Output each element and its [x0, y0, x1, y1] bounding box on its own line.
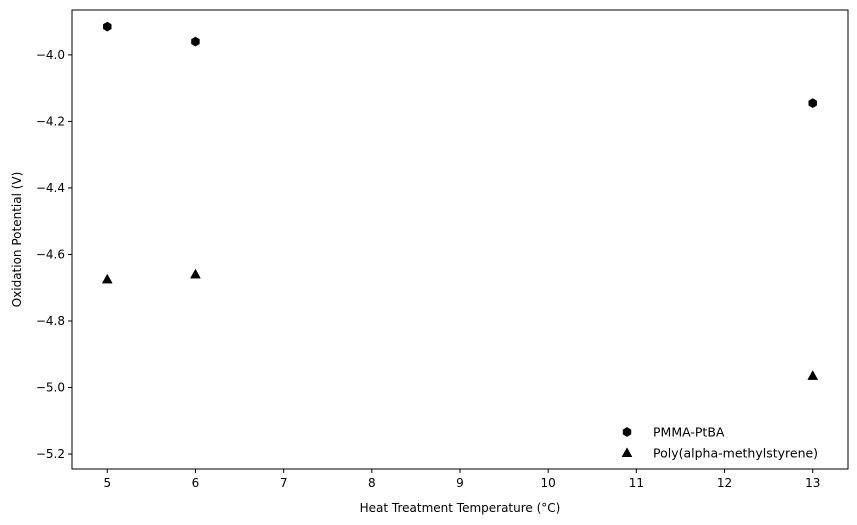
data-point-hexagon: [191, 36, 200, 47]
x-tick-label: 12: [717, 476, 732, 490]
y-tick-label: −5.2: [36, 447, 65, 461]
x-tick-label: 7: [280, 476, 288, 490]
data-point-triangle: [101, 273, 113, 284]
y-tick-label: −4.6: [36, 247, 65, 261]
legend-marker-triangle: [621, 447, 633, 457]
y-tick-label: −4.8: [36, 314, 65, 328]
legend-label: PMMA-PtBA: [653, 425, 725, 440]
x-tick-label: 11: [629, 476, 644, 490]
x-tick-label: 10: [541, 476, 556, 490]
data-point-triangle: [807, 370, 819, 380]
data-point-hexagon: [808, 98, 817, 109]
plot-frame: [71, 9, 849, 470]
x-tick-label: 8: [368, 476, 376, 490]
x-axis-ticks: 5 6 7 8 9 10 11 12 13: [103, 469, 820, 490]
x-tick-label: 6: [192, 476, 200, 490]
data-point-triangle: [190, 268, 201, 279]
x-tick-label: 9: [456, 476, 464, 490]
x-tick-label: 5: [103, 476, 111, 490]
y-tick-label: −4.2: [36, 114, 65, 128]
y-tick-label: −5.0: [36, 381, 65, 395]
x-axis-label: Heat Treatment Temperature (°C): [360, 501, 561, 515]
x-tick-label: 13: [805, 476, 820, 490]
y-tick-label: −4.0: [36, 48, 65, 62]
y-axis-label: Oxidation Potential (V): [10, 172, 24, 308]
y-tick-label: −4.4: [36, 181, 65, 195]
legend-marker-hexagon: [622, 427, 632, 437]
legend: PMMA-PtBA Poly(alpha-methylstyrene): [621, 425, 818, 461]
data-points: [101, 21, 819, 380]
data-point-hexagon: [103, 21, 112, 32]
y-axis-ticks: −5.2 −5.0 −4.8 −4.6 −4.4 −4.2 −4.0: [36, 48, 72, 461]
legend-label: Poly(alpha-methylstyrene): [653, 446, 818, 461]
